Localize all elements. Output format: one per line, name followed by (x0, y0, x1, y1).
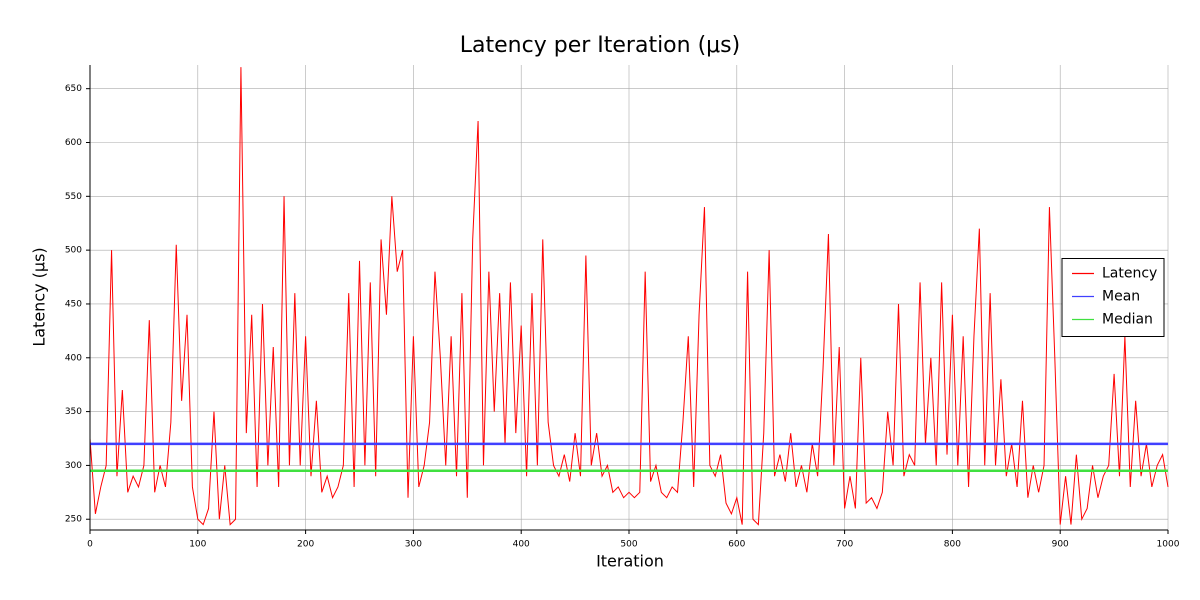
y-tick-label: 550 (65, 192, 82, 202)
grid (89, 65, 1169, 530)
y-tick-label: 650 (65, 84, 82, 94)
x-axis-label: Iteration (596, 552, 664, 571)
x-tick-label: 100 (189, 540, 206, 550)
y-tick-label: 250 (65, 515, 82, 525)
x-tick-label: 400 (513, 540, 530, 550)
x-tick-label: 300 (405, 540, 422, 550)
x-tick-label: 200 (297, 540, 314, 550)
legend-label: Latency (1102, 266, 1157, 282)
x-tick-label: 900 (1052, 540, 1069, 550)
y-tick-label: 350 (65, 407, 82, 417)
x-tick-label: 0 (87, 540, 93, 550)
x-tick-label: 600 (728, 540, 745, 550)
legend-label: Median (1102, 312, 1153, 328)
legend: Latency Mean Median (1061, 258, 1165, 337)
x-tick-label: 500 (620, 540, 637, 550)
y-tick-label: 500 (65, 246, 82, 256)
y-tick-label: 600 (65, 138, 82, 148)
x-tick-label: 800 (944, 540, 961, 550)
legend-box (1061, 258, 1165, 337)
chart-title: Latency per Iteration (μs) (460, 33, 740, 58)
y-axis-label: Latency (μs) (30, 247, 49, 346)
y-tick-label: 400 (65, 353, 82, 363)
legend-label: Mean (1102, 289, 1140, 305)
x-tick-label: 700 (836, 540, 853, 550)
series-line (89, 67, 1169, 526)
y-tick-label: 450 (65, 299, 82, 309)
y-tick-label: 300 (65, 461, 82, 471)
x-tick-label: 1000 (1157, 540, 1180, 550)
